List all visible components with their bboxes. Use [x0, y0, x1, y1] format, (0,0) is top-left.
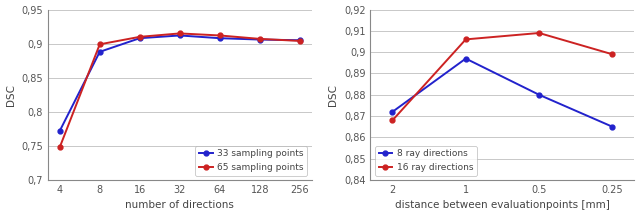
16 ray directions — [535, 32, 543, 34]
8 ray directions — [388, 111, 396, 113]
8 ray directions — [462, 57, 470, 60]
33 sampling points — [136, 37, 143, 40]
X-axis label: distance between evaluationpoints [mm]: distance between evaluationpoints [mm] — [395, 200, 610, 210]
33 sampling points — [256, 38, 264, 41]
16 ray directions — [462, 38, 470, 41]
33 sampling points — [56, 130, 63, 132]
16 ray directions — [388, 119, 396, 122]
X-axis label: number of directions: number of directions — [125, 200, 234, 210]
33 sampling points — [176, 34, 184, 37]
Line: 16 ray directions: 16 ray directions — [390, 31, 615, 123]
16 ray directions — [609, 53, 616, 56]
65 sampling points — [136, 36, 143, 38]
Legend: 33 sampling points, 65 sampling points: 33 sampling points, 65 sampling points — [195, 146, 307, 176]
33 sampling points — [96, 51, 104, 53]
Y-axis label: DSC: DSC — [328, 84, 339, 106]
65 sampling points — [56, 146, 63, 149]
Line: 33 sampling points: 33 sampling points — [58, 33, 302, 133]
33 sampling points — [296, 39, 303, 41]
Line: 8 ray directions: 8 ray directions — [390, 56, 615, 129]
Y-axis label: DSC: DSC — [6, 84, 15, 106]
65 sampling points — [96, 43, 104, 46]
65 sampling points — [256, 38, 264, 40]
Legend: 8 ray directions, 16 ray directions: 8 ray directions, 16 ray directions — [375, 146, 477, 176]
65 sampling points — [176, 32, 184, 35]
8 ray directions — [609, 125, 616, 128]
65 sampling points — [296, 40, 303, 42]
33 sampling points — [216, 37, 223, 40]
8 ray directions — [535, 94, 543, 96]
Line: 65 sampling points: 65 sampling points — [58, 31, 302, 150]
65 sampling points — [216, 34, 223, 37]
